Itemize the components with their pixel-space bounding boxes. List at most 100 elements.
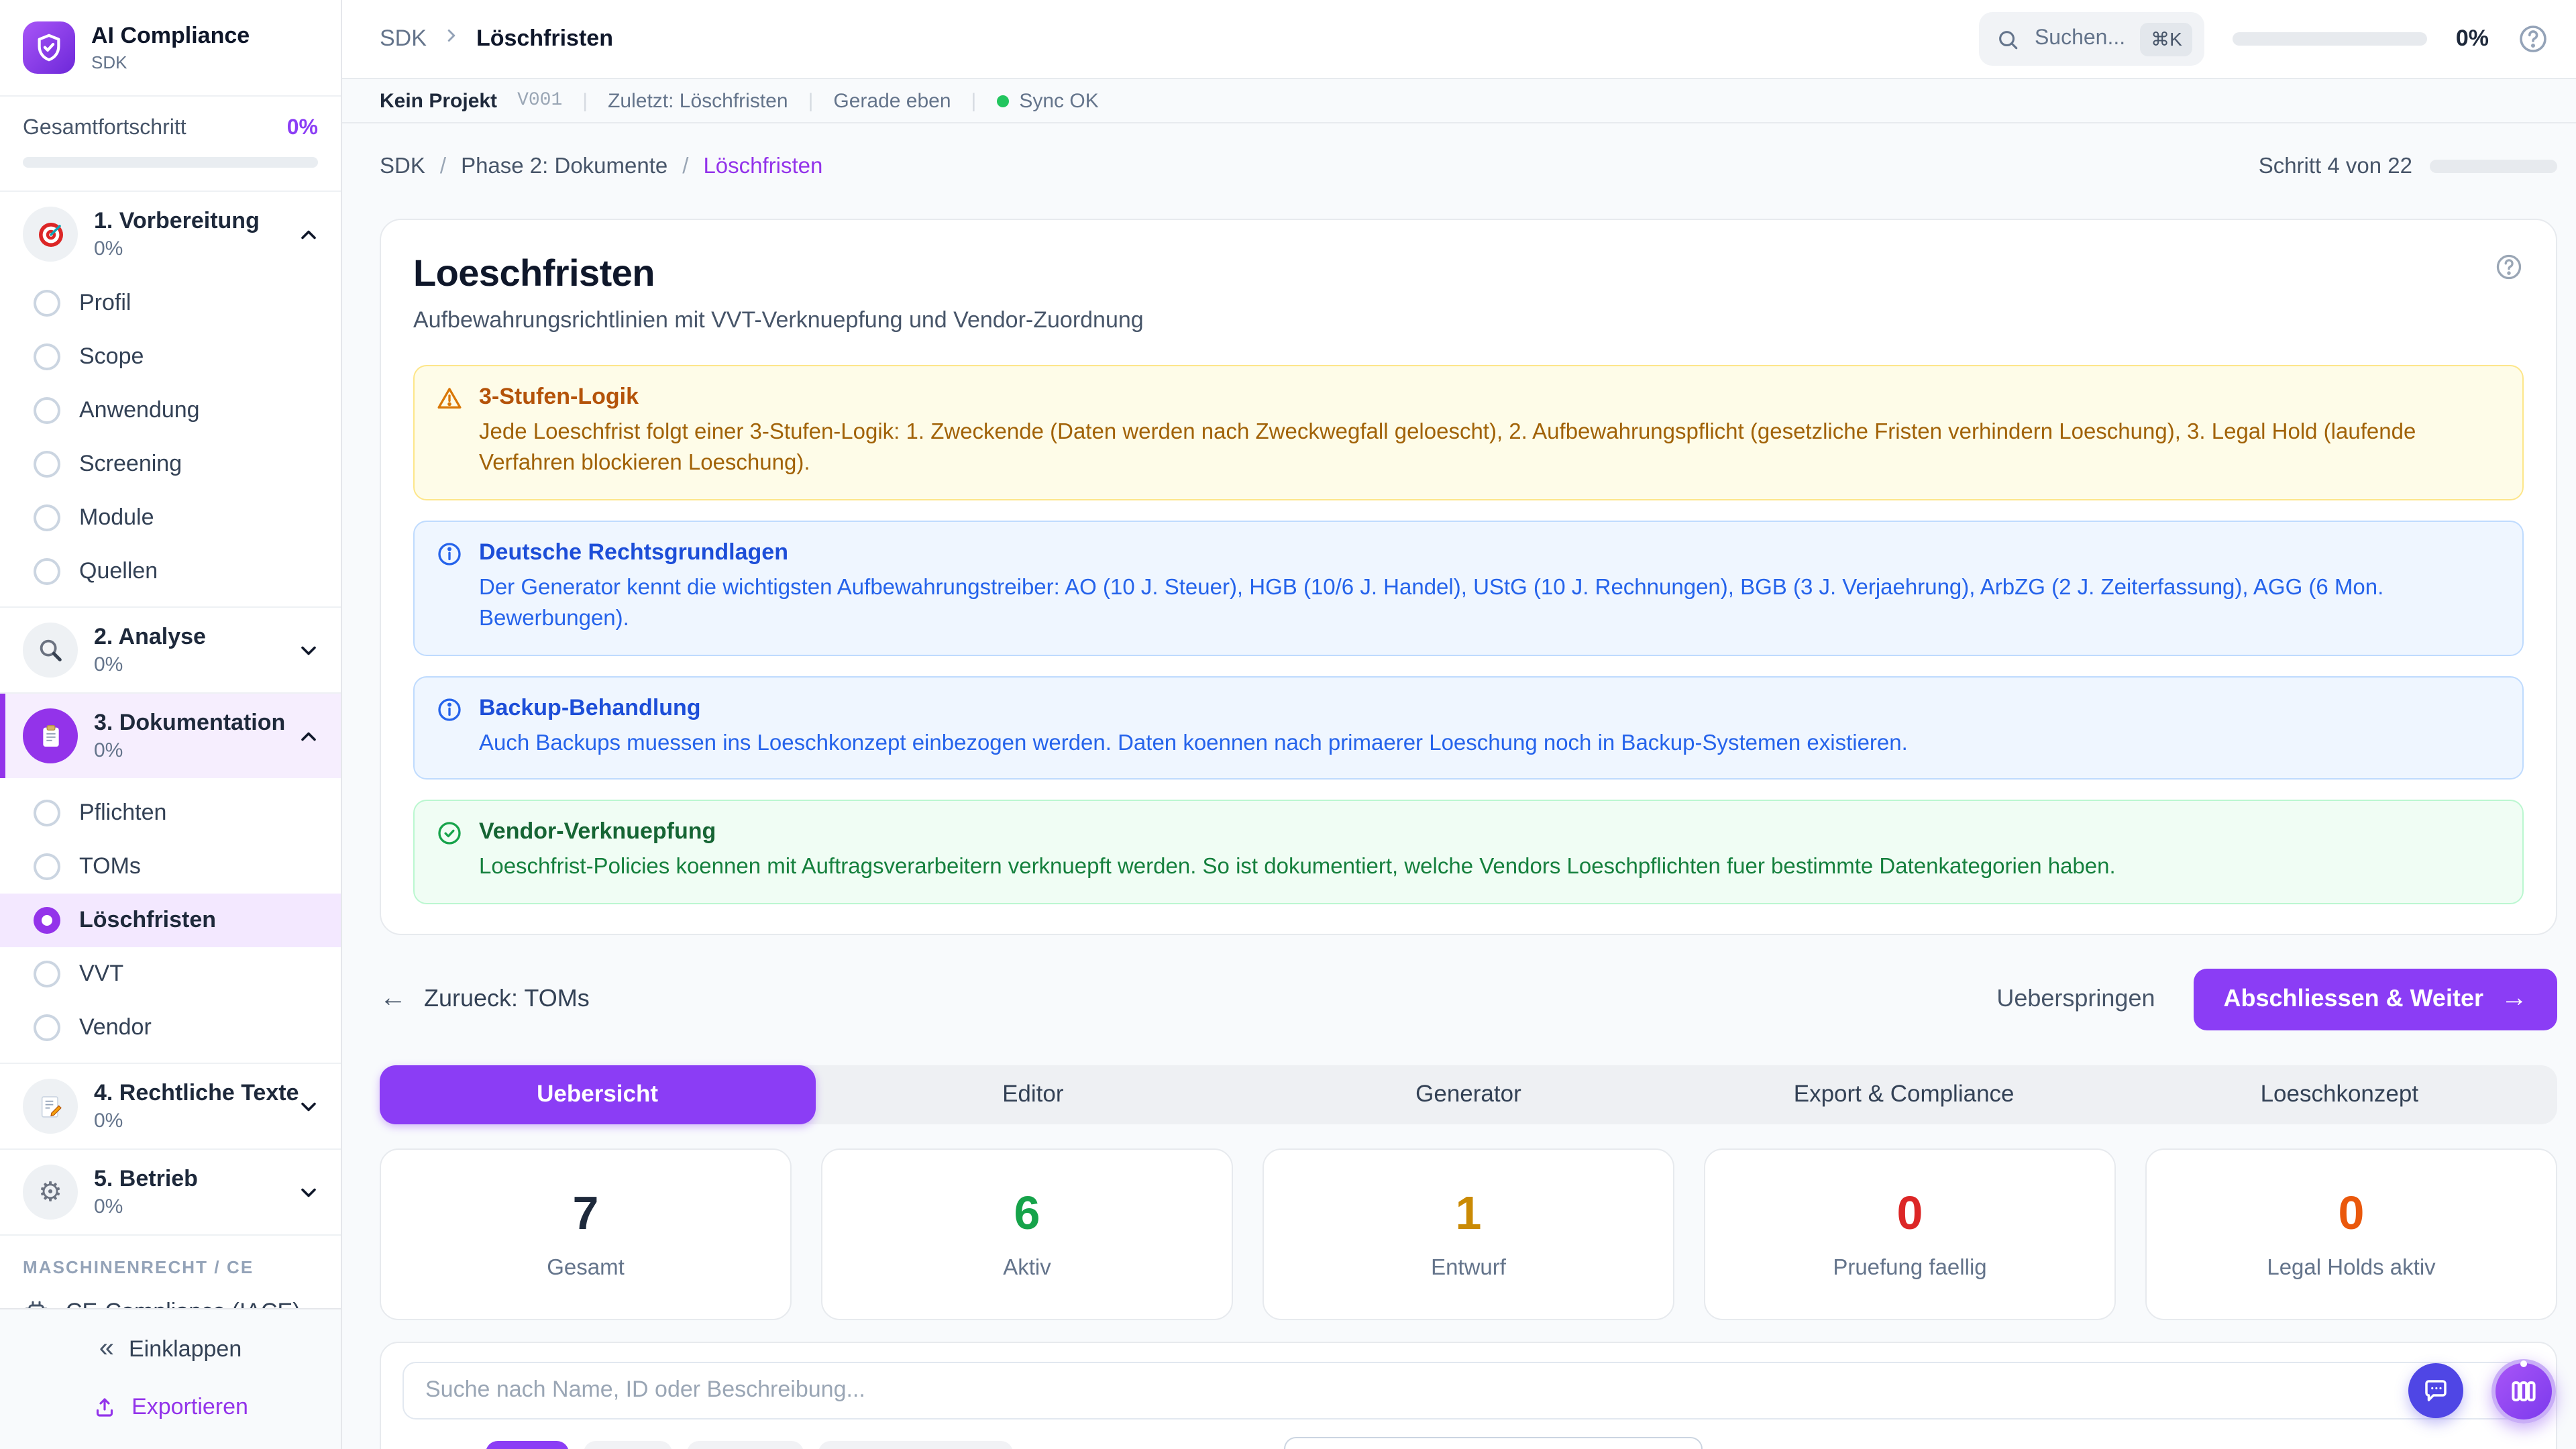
upload-icon	[93, 1395, 117, 1419]
phase-header-analyse[interactable]: 2. Analyse 0%	[0, 608, 341, 692]
tab-editor[interactable]: Editor	[1002, 1080, 1064, 1108]
info-box-body: Der Generator kennt die wichtigsten Aufb…	[479, 575, 2384, 631]
sidebar-item-vendor[interactable]: Vendor	[0, 1001, 341, 1055]
sidebar-item-label: Pflichten	[79, 800, 167, 825]
sidebar-item-label: Quellen	[79, 558, 158, 584]
warning-triangle-icon	[436, 385, 463, 480]
status-chip-alle[interactable]: Alle	[486, 1441, 569, 1449]
overall-progress: Gesamtfortschritt 0%	[0, 97, 341, 192]
last-saved-time: Gerade eben	[833, 89, 951, 112]
policy-search-input[interactable]	[402, 1361, 2534, 1419]
page-content: Loeschfristen Aufbewahrungsrichtlinien m…	[342, 209, 2576, 1449]
phase-title: 3. Dokumentation	[94, 710, 286, 735]
status-bar: Kein Projekt V001 | Zuletzt: Löschfriste…	[342, 79, 2576, 123]
stat-label: Entwurf	[1431, 1255, 1506, 1280]
stat-card-gesamt: 7 Gesamt	[380, 1148, 792, 1320]
radio-unchecked-icon	[34, 451, 60, 478]
info-box-vendor: Vendor-Verknuepfung Loeschfrist-Policies…	[413, 800, 2524, 904]
sidebar-item-scope[interactable]: Scope	[0, 330, 341, 384]
phase-analyse: 2. Analyse 0%	[0, 608, 341, 694]
sidebar-item-label: Screening	[79, 451, 182, 476]
crumb-phase[interactable]: Phase 2: Dokumente	[461, 154, 668, 178]
phase-percent: 0%	[94, 237, 123, 260]
back-button[interactable]: ← Zurueck: TOMs	[380, 983, 590, 1014]
global-search-button[interactable]: Suchen... ⌘K	[1979, 12, 2205, 66]
status-chip-aktiv[interactable]: Aktiv	[583, 1441, 673, 1449]
chat-fab-button[interactable]	[2408, 1363, 2463, 1418]
check-circle-icon	[436, 820, 463, 883]
stat-card-entwurf: 1 Entwurf	[1263, 1148, 1674, 1320]
info-boxes: 3-Stufen-Logik Jede Loeschfrist folgt ei…	[413, 365, 2524, 904]
sidebar-item-toms[interactable]: TOMs	[0, 840, 341, 894]
breadcrumb-current: Löschfristen	[476, 25, 613, 51]
info-box-title: Backup-Behandlung	[479, 694, 701, 720]
tab-loeschkonzept[interactable]: Loeschkonzept	[2260, 1080, 2419, 1108]
skip-button[interactable]: Ueberspringen	[1996, 985, 2155, 1012]
stat-value: 1	[1455, 1187, 1482, 1240]
phase-title: 4. Rechtliche Texte	[94, 1080, 299, 1106]
version-badge: V001	[517, 90, 563, 111]
phase-header-rechtliche-texte[interactable]: 4. Rechtliche Texte 0%	[0, 1064, 341, 1148]
shield-check-logo-icon	[23, 21, 75, 74]
sidebar-item-quellen[interactable]: Quellen	[0, 545, 341, 598]
sync-status: Sync OK	[996, 89, 1099, 112]
stat-card-pruefung-faellig: 0 Pruefung faellig	[1704, 1148, 2116, 1320]
sidebar-item-ce-compliance[interactable]: CE-Compliance (IACE)	[0, 1288, 341, 1308]
driver-select[interactable]: Alle	[1283, 1436, 1703, 1449]
gear-icon: ⚙	[23, 1165, 78, 1220]
tab-generator[interactable]: Generator	[1415, 1080, 1521, 1108]
chevron-down-icon	[297, 1180, 321, 1204]
status-chip-pruefung-noetig[interactable]: Pruefung noetig	[818, 1441, 1013, 1449]
export-button[interactable]: Exportieren	[0, 1378, 341, 1436]
stat-label: Gesamt	[547, 1255, 625, 1280]
sidebar-footer: « Einklappen Exportieren	[0, 1308, 341, 1449]
app-subtitle: SDK	[91, 52, 127, 72]
info-box-title: 3-Stufen-Logik	[479, 384, 639, 409]
sidebar-item-profil[interactable]: Profil	[0, 276, 341, 330]
driver-select-wrap: Alle	[1283, 1436, 1703, 1449]
phase-betrieb: ⚙ 5. Betrieb 0%	[0, 1150, 341, 1236]
finish-next-button[interactable]: Abschliessen & Weiter →	[2194, 968, 2557, 1030]
page-header-card: Loeschfristen Aufbewahrungsrichtlinien m…	[380, 219, 2557, 935]
phase-header-betrieb[interactable]: ⚙ 5. Betrieb 0%	[0, 1150, 341, 1234]
sidebar-item-vvt[interactable]: VVT	[0, 947, 341, 1001]
board-view-fab-button[interactable]	[2491, 1359, 2556, 1424]
phase-header-dokumentation[interactable]: 3. Dokumentation 0%	[0, 694, 341, 778]
step-indicator: Schritt 4 von 22	[2259, 154, 2557, 179]
phase-header-vorbereitung[interactable]: 1. Vorbereitung 0%	[0, 192, 341, 276]
tab-export-compliance[interactable]: Export & Compliance	[1793, 1080, 2015, 1108]
help-icon[interactable]	[2494, 252, 2524, 288]
phase-percent: 0%	[94, 653, 123, 676]
sidebar-item-module[interactable]: Module	[0, 491, 341, 545]
crumb-sdk[interactable]: SDK	[380, 154, 425, 178]
sidebar-item-screening[interactable]: Screening	[0, 437, 341, 491]
filter-row: Status: Alle Aktiv Entwurf Pruefung noet…	[402, 1436, 2534, 1449]
sidebar-item-loeschfristen[interactable]: Löschfristen	[0, 894, 341, 947]
arrow-right-icon: →	[2501, 983, 2528, 1014]
radio-unchecked-icon	[34, 558, 60, 585]
app-title: AI Compliance	[91, 23, 250, 49]
sidebar-item-label: Scope	[79, 343, 144, 369]
info-box-title: Deutsche Rechtsgrundlagen	[479, 539, 788, 565]
arrow-left-icon: ←	[380, 983, 407, 1014]
sidebar: AI Compliance SDK Gesamtfortschritt 0%	[0, 0, 342, 1449]
sidebar-item-anwendung[interactable]: Anwendung	[0, 384, 341, 437]
stat-label: Aktiv	[1003, 1255, 1051, 1280]
help-icon[interactable]	[2517, 23, 2549, 55]
collapse-sidebar-button[interactable]: « Einklappen	[0, 1320, 341, 1378]
sidebar-item-label: Module	[79, 504, 154, 530]
tab-uebersicht[interactable]: Uebersicht	[380, 1065, 816, 1124]
project-status: Kein Projekt	[380, 89, 498, 112]
phase-dokumentation: 3. Dokumentation 0% Pflichten TOMs	[0, 694, 341, 1064]
breadcrumb-root[interactable]: SDK	[380, 25, 427, 51]
info-box-body: Loeschfrist-Policies koennen mit Auftrag…	[479, 855, 2116, 879]
sidebar-item-pflichten[interactable]: Pflichten	[0, 786, 341, 840]
main-area: SDK Löschfristen Suchen... ⌘K 0%	[342, 0, 2576, 1449]
topbar-progress-value: 0%	[2455, 25, 2489, 51]
status-chip-entwurf[interactable]: Entwurf	[687, 1441, 804, 1449]
tab-bar: Uebersicht Editor Generator Export & Com…	[380, 1065, 2557, 1124]
radio-unchecked-icon	[34, 800, 60, 826]
chat-bubble-icon	[2422, 1377, 2450, 1405]
sidebar-item-label: TOMs	[79, 853, 141, 879]
